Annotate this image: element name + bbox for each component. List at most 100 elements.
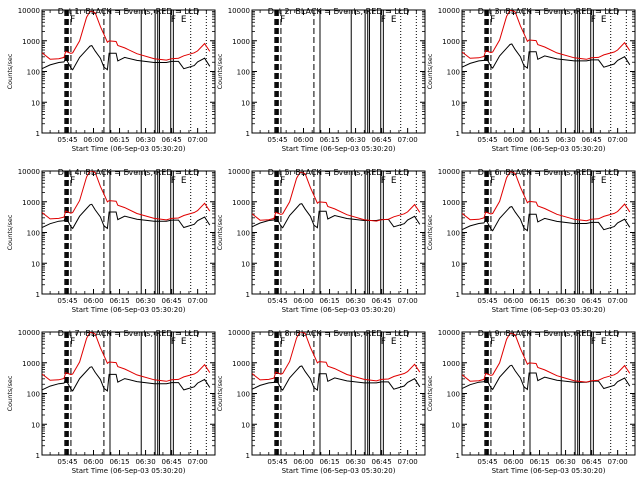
x-tick-label: 05:45: [267, 458, 287, 466]
flag-marker: F: [381, 176, 386, 186]
x-axis-label: Start Time (06-Sep-03 05:30:20): [72, 467, 186, 475]
flag-marker: E: [181, 15, 187, 25]
data-curves: [42, 171, 211, 230]
events-line: [42, 45, 211, 71]
x-tick-label: 06:30: [555, 136, 575, 144]
y-tick-label: 1000: [442, 38, 460, 46]
panel-title: Det 3r BLACK = Events, RED = LLD: [478, 7, 620, 16]
x-tick-label: 06:00: [83, 458, 103, 466]
lld-line: [252, 171, 421, 222]
x-tick-label: 06:45: [582, 297, 602, 305]
x-tick-label: 06:00: [83, 136, 103, 144]
x-tick-label: 06:30: [345, 458, 365, 466]
x-tick-label: 05:45: [477, 297, 497, 305]
x-tick-label: 06:45: [162, 297, 182, 305]
x-tick-label: 07:00: [188, 297, 208, 305]
y-axis-label: Counts/sec: [6, 214, 14, 250]
y-tick-label: 100: [447, 391, 460, 399]
y-tick-label: 1000: [442, 360, 460, 368]
flag-marker: F: [490, 15, 495, 25]
y-tick-label: 100: [27, 69, 40, 77]
flag-marker: F: [591, 176, 596, 186]
flag-marker: F: [381, 15, 386, 25]
x-tick-label: 06:45: [372, 297, 392, 305]
panel-det-3: 1 10 100 1000 10000 05:45 06:00 06:15 06:30 06:45…: [426, 7, 636, 153]
events-line: [42, 366, 211, 392]
x-tick-label: 06:00: [503, 458, 523, 466]
y-axis-label: Counts/sec: [216, 375, 224, 411]
y-tick-label: 1: [246, 452, 250, 460]
flag-marker: F: [70, 176, 75, 186]
y-tick-label: 10: [451, 260, 460, 268]
lld-line: [462, 171, 631, 222]
y-tick-label: 10000: [18, 168, 40, 176]
data-curves: [42, 332, 211, 392]
x-tick-label: 06:30: [135, 136, 155, 144]
y-tick-label: 1000: [22, 199, 40, 207]
x-tick-label: 05:45: [477, 136, 497, 144]
flag-marker: E: [601, 176, 607, 186]
y-tick-label: 10: [31, 99, 40, 107]
flag-marker: F: [591, 15, 596, 25]
flag-marker: E: [181, 337, 187, 347]
x-tick-label: 05:45: [267, 136, 287, 144]
x-tick-label: 06:15: [529, 297, 549, 305]
flag-marker: F: [70, 15, 75, 25]
flag-marker: F: [280, 337, 285, 347]
x-tick-label: 06:45: [372, 458, 392, 466]
events-line: [462, 43, 631, 70]
data-curves: [462, 171, 631, 232]
y-tick-label: 10: [31, 260, 40, 268]
y-tick-label: 10: [241, 99, 250, 107]
y-tick-label: 10000: [228, 329, 250, 337]
y-axis-label: Counts/sec: [6, 375, 14, 411]
flag-marker: F: [381, 337, 386, 347]
x-tick-label: 06:15: [319, 458, 339, 466]
y-tick-label: 10000: [18, 7, 40, 15]
lld-line: [42, 171, 211, 221]
x-axis-label: Start Time (06-Sep-03 05:30:20): [282, 467, 396, 475]
data-curves: [42, 10, 211, 71]
y-tick-label: 1: [36, 291, 40, 299]
flag-marker: E: [391, 337, 397, 347]
flag-marker: E: [391, 15, 397, 25]
y-tick-label: 100: [27, 230, 40, 238]
x-tick-label: 05:45: [57, 458, 77, 466]
y-tick-label: 10000: [228, 168, 250, 176]
events-line: [462, 206, 631, 232]
events-line: [252, 365, 421, 392]
x-tick-label: 06:30: [345, 136, 365, 144]
flag-marker: E: [601, 337, 607, 347]
flag-marker: F: [171, 15, 176, 25]
x-tick-label: 06:45: [582, 458, 602, 466]
y-tick-label: 100: [237, 230, 250, 238]
panel-title: Det 8r BLACK = Events, RED = LLD: [268, 329, 410, 338]
y-tick-label: 10: [241, 260, 250, 268]
events-line: [252, 203, 421, 229]
y-tick-label: 100: [27, 391, 40, 399]
x-tick-label: 06:30: [345, 297, 365, 305]
data-curves: [252, 171, 421, 229]
x-tick-label: 06:30: [135, 458, 155, 466]
y-tick-label: 1000: [22, 38, 40, 46]
panel-det-9: 1 10 100 1000 10000 05:45 06:00 06:15 06:30 06:45…: [426, 329, 636, 475]
y-tick-label: 100: [447, 230, 460, 238]
flag-marker: F: [280, 176, 285, 186]
y-tick-label: 1: [456, 452, 460, 460]
x-axis-label: Start Time (06-Sep-03 05:30:20): [282, 306, 396, 314]
panel-det-5: 1 10 100 1000 10000 05:45 06:00 06:15 06:30 06:45…: [216, 168, 426, 314]
flag-marker: E: [181, 176, 187, 186]
lld-line: [42, 332, 211, 382]
y-axis-label: Counts/sec: [426, 53, 434, 89]
y-tick-label: 1000: [22, 360, 40, 368]
x-tick-label: 06:00: [293, 297, 313, 305]
flag-marker: F: [490, 337, 495, 347]
x-tick-label: 05:45: [57, 136, 77, 144]
